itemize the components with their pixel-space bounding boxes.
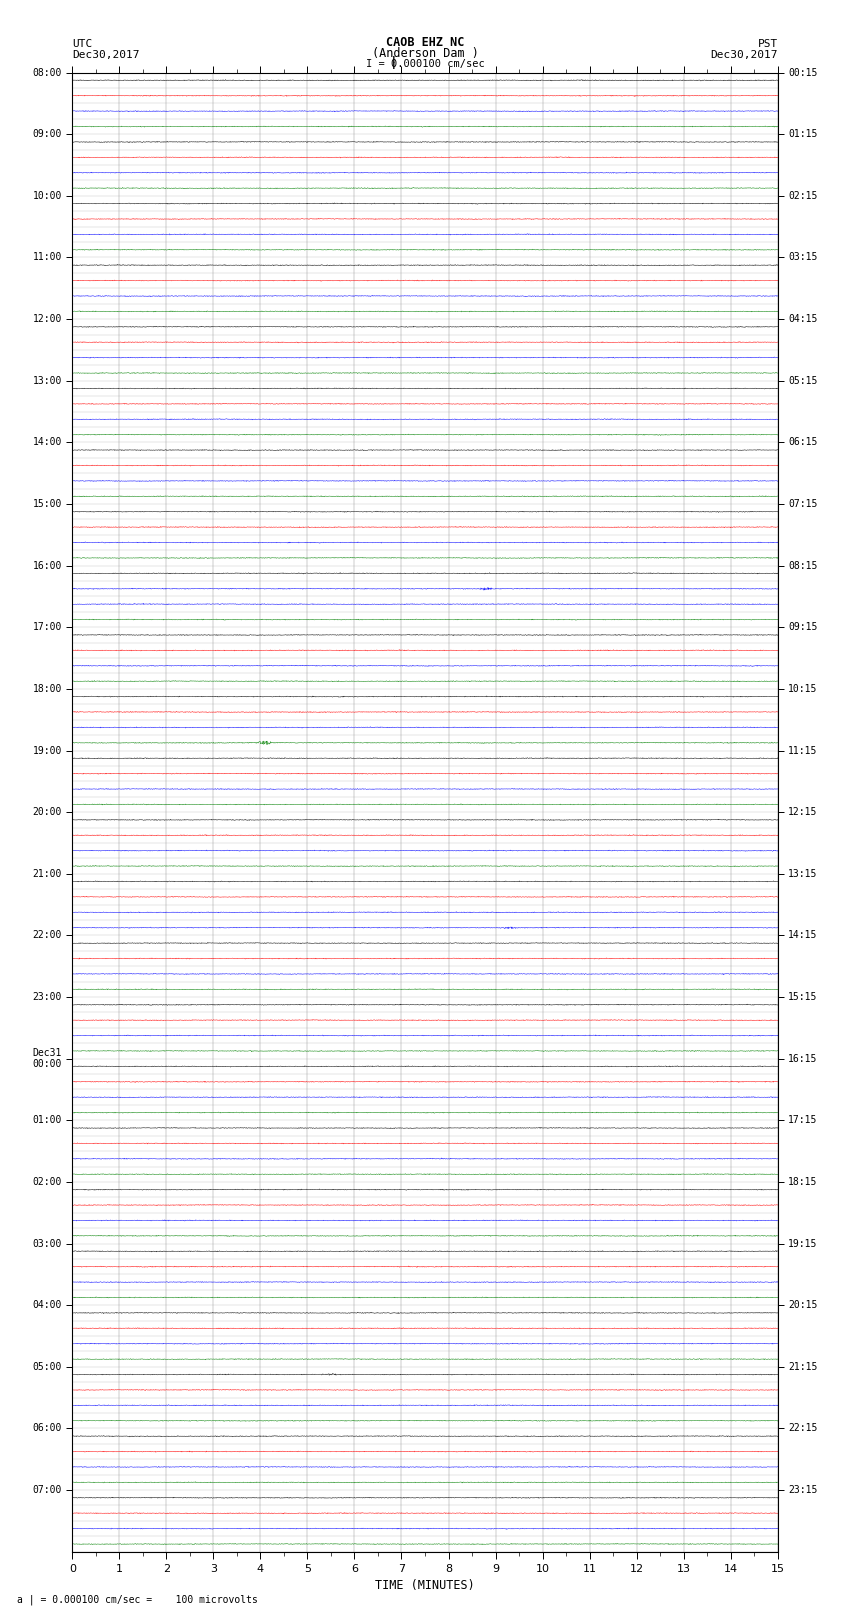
Text: Dec30,2017: Dec30,2017 (72, 50, 139, 60)
X-axis label: TIME (MINUTES): TIME (MINUTES) (375, 1579, 475, 1592)
Text: Dec30,2017: Dec30,2017 (711, 50, 778, 60)
Text: (Anderson Dam ): (Anderson Dam ) (371, 47, 479, 60)
Text: CAOB EHZ NC: CAOB EHZ NC (386, 35, 464, 50)
Text: |: | (390, 56, 397, 69)
Text: UTC: UTC (72, 39, 93, 50)
Text: a | = 0.000100 cm/sec =    100 microvolts: a | = 0.000100 cm/sec = 100 microvolts (17, 1594, 258, 1605)
Text: I = 0.000100 cm/sec: I = 0.000100 cm/sec (366, 60, 484, 69)
Text: PST: PST (757, 39, 778, 50)
